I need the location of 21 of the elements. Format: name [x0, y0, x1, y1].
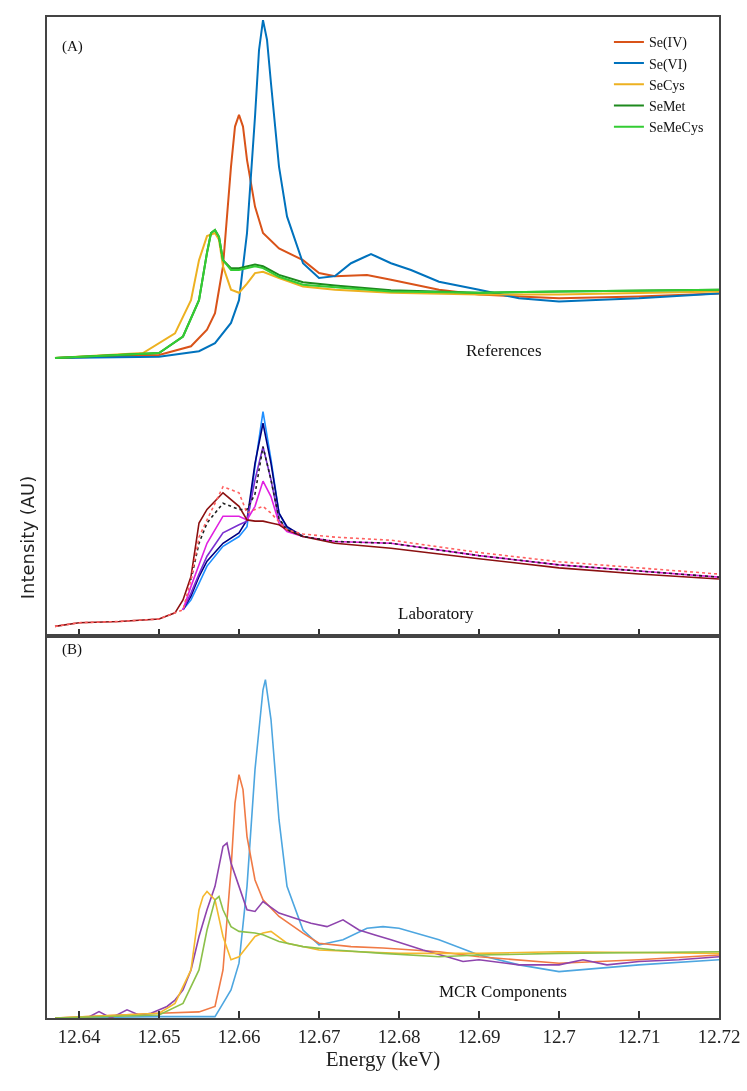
- legend-label: SeMet: [648, 98, 686, 114]
- x-tick-label: 12.64: [57, 1025, 101, 1047]
- annotation: Laboratory: [398, 604, 475, 623]
- legend-label: Se(VI): [648, 56, 688, 73]
- x-tick-label: 12.65: [137, 1025, 181, 1047]
- x-axis-title: Energy (keV): [325, 1046, 441, 1071]
- legend-label: SeMeCys: [648, 120, 704, 136]
- x-tick-label: 12.66: [217, 1025, 261, 1047]
- annotation: References: [466, 341, 542, 360]
- x-tick-label: 12.67: [297, 1025, 341, 1047]
- text: (B): [62, 641, 82, 658]
- legend-label: Se(IV): [648, 35, 688, 52]
- x-tick-label: 12.7: [542, 1025, 576, 1047]
- x-tick-label: 12.71: [617, 1025, 661, 1047]
- x-tick-label: 12.69: [457, 1025, 501, 1047]
- x-tick-label: 12.68: [377, 1025, 421, 1047]
- annotation: (A): [62, 38, 83, 55]
- annotation: MCR Components: [439, 982, 567, 1001]
- x-tick-label: 12.72: [697, 1025, 741, 1047]
- y-axis-title: Intensity (AU): [17, 475, 39, 600]
- legend-label: SeCys: [648, 77, 685, 93]
